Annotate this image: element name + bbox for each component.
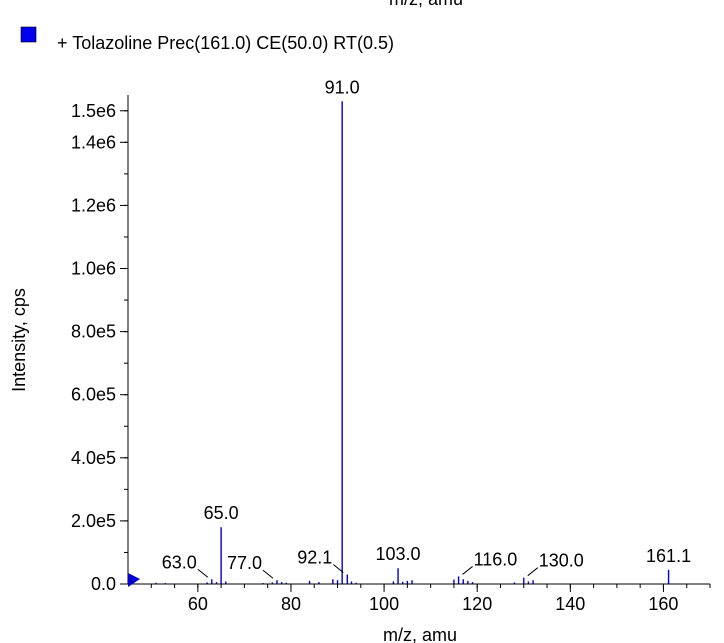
legend-swatch bbox=[20, 26, 37, 43]
x-axis-title: m/z, amu bbox=[383, 625, 457, 643]
peak-label-leader bbox=[262, 569, 274, 579]
y-tick-label: 1.5e6 bbox=[71, 101, 116, 121]
peak-label: 130.0 bbox=[539, 551, 584, 571]
peak-label-leader bbox=[197, 568, 209, 578]
peak-label-leader bbox=[527, 567, 539, 577]
y-tick-label: 0.0 bbox=[91, 574, 116, 594]
y-tick-label: 1.4e6 bbox=[71, 132, 116, 152]
peak-label: 92.1 bbox=[297, 548, 332, 568]
y-tick-label: 2.0e5 bbox=[71, 511, 116, 531]
x-axis-ticks: 60 80 100 120 140 160 bbox=[150, 584, 711, 614]
y-axis-ticks: 0.0 2.0e5 4.0e5 6.0e5 8.0e5 1.0e6 1.2e6 1.4e6 1.… bbox=[71, 101, 128, 594]
y-tick-label: 6.0e5 bbox=[71, 385, 116, 405]
x-tick-label: 100 bbox=[369, 594, 399, 614]
x-tick-label: 80 bbox=[281, 594, 301, 614]
x-tick-label: 60 bbox=[188, 594, 208, 614]
peak-label: 91.0 bbox=[325, 77, 360, 97]
y-tick-label: 1.0e6 bbox=[71, 259, 116, 279]
y-tick-label: 8.0e5 bbox=[71, 322, 116, 342]
x-tick-label: 160 bbox=[648, 594, 678, 614]
peak-label: 116.0 bbox=[474, 549, 518, 569]
x-tick-label: 140 bbox=[555, 594, 585, 614]
top-cut-label: m/z, amu bbox=[389, 0, 463, 9]
legend: + Tolazoline Prec(161.0) CE(50.0) RT(0.5… bbox=[20, 26, 394, 53]
origin-marker bbox=[128, 573, 140, 587]
y-tick-label: 1.2e6 bbox=[71, 195, 116, 215]
peak-label: 77.0 bbox=[227, 553, 262, 573]
y-tick-label: 4.0e5 bbox=[71, 448, 116, 468]
peak-label: 65.0 bbox=[204, 503, 239, 523]
peak-label: 161.1 bbox=[646, 546, 691, 566]
y-axis-title: Intensity, cps bbox=[9, 288, 29, 392]
peak-label-leader bbox=[462, 566, 473, 575]
peak-label: 103.0 bbox=[376, 544, 421, 564]
peak-labels: 91.0 65.0 63.0 77.0 92.1 103.0 116.0 130.0 161.1 bbox=[162, 77, 691, 579]
peak-label: 63.0 bbox=[162, 552, 197, 572]
x-tick-label: 120 bbox=[462, 594, 492, 614]
peak-label-leader bbox=[332, 564, 344, 573]
legend-label: + Tolazoline Prec(161.0) CE(50.0) RT(0.5… bbox=[57, 33, 394, 53]
